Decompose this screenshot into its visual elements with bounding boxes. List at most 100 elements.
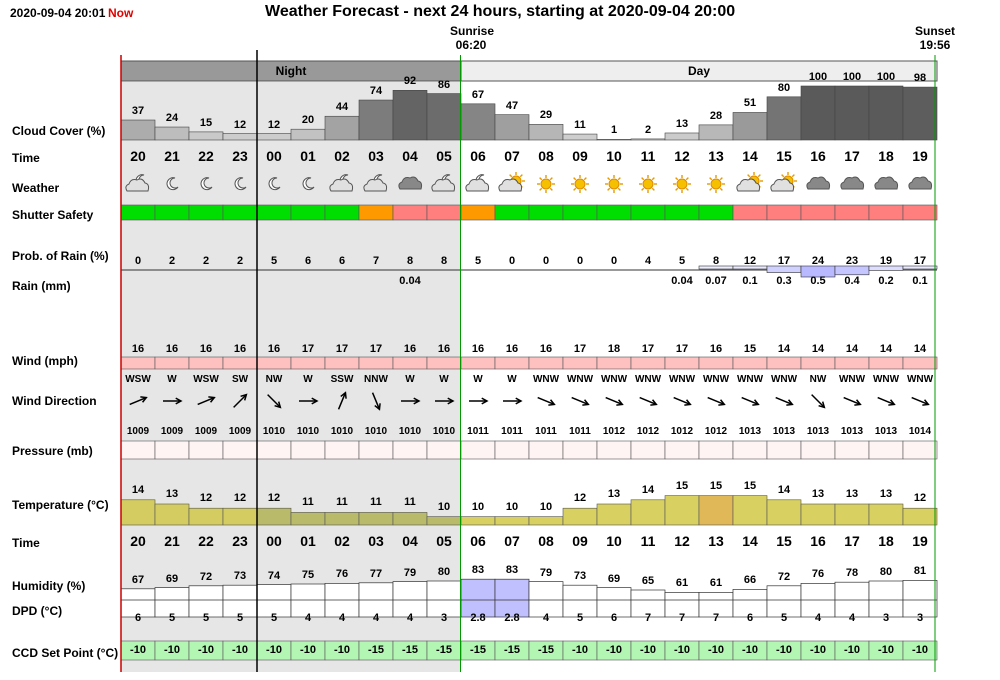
sunset-label: Sunset xyxy=(914,24,955,38)
temperature-value: 14 xyxy=(777,483,791,496)
temperature-value: 13 xyxy=(811,488,825,500)
sun-ray xyxy=(607,177,611,181)
wind-direction-value: WSW xyxy=(125,374,151,385)
time-value-2: 02 xyxy=(334,533,350,549)
time-value-2: 14 xyxy=(742,533,758,549)
rain-value: 0.1 xyxy=(912,275,928,287)
cloud-cover-value: 100 xyxy=(808,71,828,83)
moon-icon xyxy=(200,177,213,191)
shutter-cell xyxy=(698,204,734,221)
time-value: 22 xyxy=(198,148,214,164)
sun-ray xyxy=(709,177,713,181)
pressure-value: 1013 xyxy=(772,426,796,437)
cloud-bar xyxy=(358,99,394,141)
wind-arrow-head xyxy=(582,399,590,406)
dpd-value: 4 xyxy=(814,612,822,624)
time-value-2: 18 xyxy=(878,533,894,549)
temperature-value: 10 xyxy=(505,500,519,513)
pressure-value: 1013 xyxy=(874,426,898,437)
wind-value: 16 xyxy=(403,343,417,355)
pressure-cell xyxy=(256,440,292,460)
ccd-value: -10 xyxy=(878,644,894,656)
pressure-value: 1011 xyxy=(535,426,557,437)
wind-arrow-head xyxy=(854,399,862,406)
wind-arrow-head xyxy=(413,397,421,405)
pressure-value: 1013 xyxy=(738,426,762,437)
cloud-cover-value: 13 xyxy=(675,117,689,130)
cloud-bar xyxy=(494,114,530,141)
rain-prob-value: 12 xyxy=(743,255,757,267)
cloud-bar xyxy=(528,124,564,141)
wind-bar xyxy=(188,356,224,370)
pressure-cell xyxy=(528,440,564,460)
cloud-cover-value: 100 xyxy=(842,71,862,83)
dpd-value: 3 xyxy=(882,612,890,624)
temperature-value: 11 xyxy=(302,496,314,509)
dpd-value: 4 xyxy=(372,612,380,624)
temperature-bar xyxy=(154,503,190,526)
sun-ray xyxy=(549,187,553,191)
shutter-cell xyxy=(460,204,496,221)
dpd-value: 5 xyxy=(168,612,176,624)
pressure-cell xyxy=(562,440,598,460)
cloud-bar xyxy=(732,112,768,141)
pressure-cell xyxy=(426,440,462,460)
cloud-bar xyxy=(392,90,428,141)
temperature-bar xyxy=(222,507,258,526)
temperature-bar xyxy=(834,503,870,526)
shutter-cell xyxy=(664,204,700,221)
wind-direction-value: SW xyxy=(231,374,249,385)
pressure-cell xyxy=(902,440,938,460)
wind-value: 14 xyxy=(777,343,791,355)
wind-direction-value: WNW xyxy=(736,374,764,385)
wind-bar xyxy=(766,356,802,370)
ccd-value: -10 xyxy=(198,644,214,656)
rain-value: 0.07 xyxy=(705,275,727,287)
rain-prob-value: 7 xyxy=(372,255,380,267)
temperature-bar xyxy=(766,499,802,526)
temperature-value: 15 xyxy=(743,479,757,492)
temperature-bar xyxy=(868,503,904,526)
shutter-cell xyxy=(154,204,190,221)
time-value: 07 xyxy=(504,148,520,164)
wind-value: 17 xyxy=(675,343,689,355)
cloud-icon xyxy=(431,178,456,192)
wind-bar xyxy=(392,356,428,370)
now-label: Now xyxy=(108,6,134,20)
pressure-value: 1010 xyxy=(398,426,422,437)
pressure-cell xyxy=(290,440,326,460)
wind-arrow-icon xyxy=(267,394,281,408)
wind-arrow-head xyxy=(481,397,489,405)
time-value: 10 xyxy=(606,148,622,164)
wind-bar xyxy=(358,356,394,370)
wind-value: 17 xyxy=(301,343,315,355)
cloud-cover-value: 98 xyxy=(913,72,927,85)
wind-arrow-head xyxy=(888,399,896,406)
sun-icon xyxy=(676,178,688,190)
pressure-value: 1013 xyxy=(840,426,864,437)
humidity-value: 73 xyxy=(233,570,247,583)
cloud-icon xyxy=(465,178,490,192)
sun-ray xyxy=(519,184,523,188)
dpd-value: 4 xyxy=(848,612,856,624)
dpd-value: 7 xyxy=(678,612,686,624)
cloud-cover-value: 47 xyxy=(505,99,519,112)
sun-ray xyxy=(675,187,679,191)
cloud-bar xyxy=(698,124,734,141)
shutter-cell xyxy=(256,204,292,221)
moon-icon xyxy=(268,177,281,191)
temperature-bar xyxy=(426,516,462,526)
cloud-bar xyxy=(902,86,938,141)
cloud-cover-value: 100 xyxy=(876,71,896,83)
time-value-2: 05 xyxy=(436,533,452,549)
label-wind: Wind (mph) xyxy=(12,354,78,368)
wind-value: 14 xyxy=(913,343,927,355)
time-value-2: 07 xyxy=(504,533,520,549)
rain-value: 0.3 xyxy=(776,275,792,287)
time-value-2: 17 xyxy=(844,533,860,549)
wind-arrow-head xyxy=(548,399,556,406)
label-time: Time xyxy=(12,151,40,165)
cloud-cover-value: 67 xyxy=(471,88,485,101)
cloud-cover-value: 92 xyxy=(403,75,417,88)
pressure-cell xyxy=(494,440,530,460)
